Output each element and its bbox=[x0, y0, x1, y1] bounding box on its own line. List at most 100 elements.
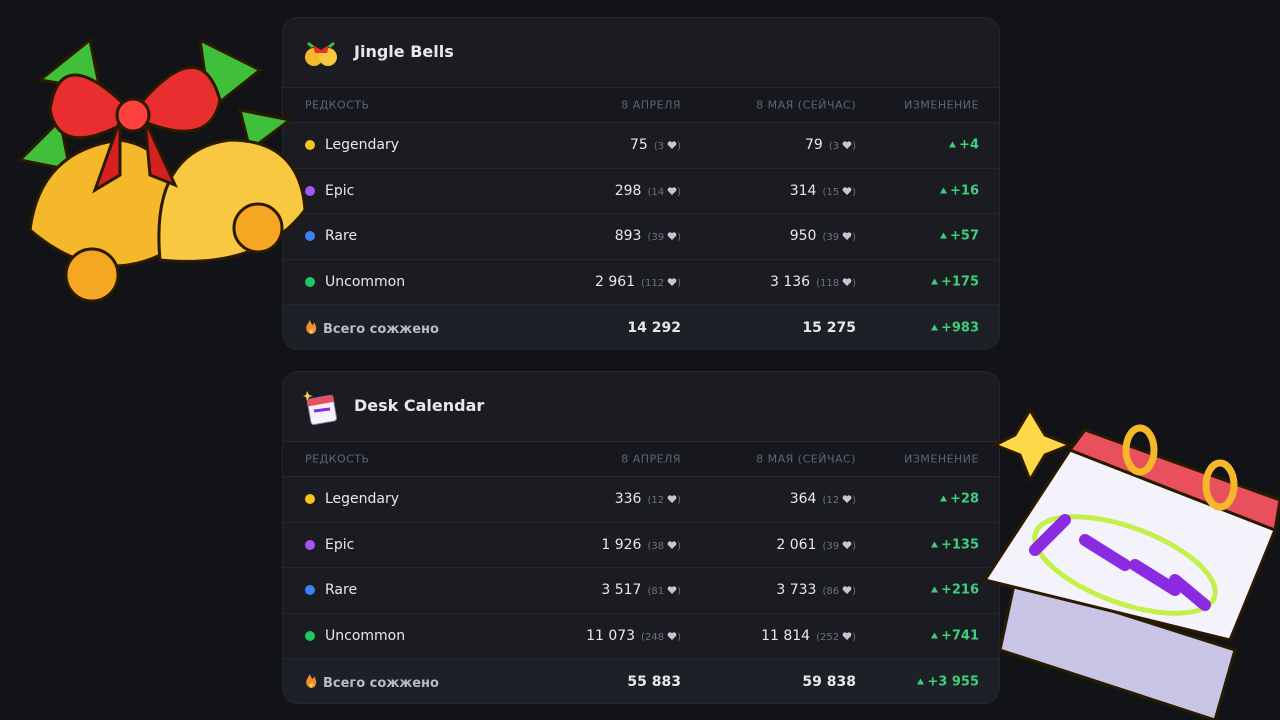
may-cell: 364 12 bbox=[790, 491, 856, 507]
change-cell: +216 bbox=[930, 582, 979, 598]
rarity-name: Rare bbox=[325, 228, 358, 245]
may-holders-count: 118 bbox=[820, 277, 840, 289]
may-holders-count: 12 bbox=[826, 495, 840, 507]
change-cell: +57 bbox=[940, 229, 979, 244]
column-header: РЕДКОСТЬ bbox=[305, 98, 370, 112]
april-holders: 39 bbox=[647, 232, 681, 243]
april-count: 298 bbox=[614, 182, 642, 199]
april-holders-count: 14 bbox=[651, 186, 665, 198]
change-value: +741 bbox=[940, 628, 979, 644]
change-cell: +16 bbox=[940, 183, 979, 198]
rarity-dot bbox=[305, 585, 315, 596]
april-count: 3 517 bbox=[601, 582, 642, 599]
table-row: Rare 3 517 81 3 733 86 +216 bbox=[283, 567, 999, 613]
rarity-cell: Rare bbox=[305, 582, 357, 598]
change-value: +57 bbox=[950, 228, 979, 244]
rarity-cell: Legendary bbox=[305, 137, 399, 153]
may-cell: 3 136 118 bbox=[770, 274, 856, 290]
up-arrow bbox=[917, 678, 925, 685]
rarity-name: Rare bbox=[325, 582, 358, 599]
change-value: +135 bbox=[940, 537, 979, 553]
heart-icon bbox=[667, 495, 677, 504]
april-holders-count: 39 bbox=[651, 232, 665, 244]
may-count: 11 814 bbox=[761, 627, 811, 644]
stats-card: Desk Calendar РЕДКОСТЬ 8 АПРЕЛЯ 8 МАЯ (СЕЙЧ… bbox=[282, 371, 1000, 704]
rarity-dot bbox=[305, 185, 315, 196]
heart-icon bbox=[667, 632, 677, 640]
up-arrow bbox=[940, 232, 948, 239]
change-value: +175 bbox=[940, 274, 979, 290]
april-count: 1 926 bbox=[601, 536, 642, 553]
column-header: ИЗМЕНЕНИЕ bbox=[904, 452, 979, 466]
rarity-name: Uncommon bbox=[325, 627, 406, 644]
change-value: +4 bbox=[959, 137, 979, 153]
heart-icon bbox=[667, 278, 677, 286]
table-header: РЕДКОСТЬ 8 АПРЕЛЯ 8 МАЯ (СЕЙЧАС) ИЗМЕНЕНИЕ bbox=[283, 87, 999, 122]
april-holders-count: 112 bbox=[645, 277, 665, 289]
up-arrow bbox=[930, 632, 938, 639]
may-count: 314 bbox=[789, 182, 817, 199]
total-april: 55 883 bbox=[627, 674, 681, 690]
may-count: 2 061 bbox=[776, 536, 817, 553]
heart-icon bbox=[667, 141, 677, 150]
table-row: Uncommon 11 073 248 11 814 252 +741 bbox=[283, 612, 999, 659]
april-cell: 893 39 bbox=[615, 228, 681, 244]
rarity-name: Legendary bbox=[325, 137, 400, 154]
change-value: +216 bbox=[940, 582, 979, 598]
april-holders: 38 bbox=[647, 541, 681, 552]
may-holders: 15 bbox=[822, 187, 856, 198]
may-cell: 314 15 bbox=[790, 183, 856, 199]
column-header: 8 МАЯ (СЕЙЧАС) bbox=[756, 452, 856, 466]
column-header: 8 АПРЕЛЯ bbox=[621, 452, 681, 466]
fire-icon bbox=[306, 674, 317, 688]
up-arrow bbox=[930, 278, 938, 285]
april-holders: 112 bbox=[641, 278, 681, 289]
may-count: 3 136 bbox=[770, 273, 811, 290]
april-holders-count: 248 bbox=[645, 631, 665, 643]
up-arrow bbox=[930, 324, 938, 331]
total-change-cell: +3 955 bbox=[917, 675, 979, 690]
may-holders: 118 bbox=[816, 278, 856, 289]
may-cell: 3 733 86 bbox=[776, 582, 856, 598]
rarity-dot bbox=[305, 276, 315, 287]
change-value: +16 bbox=[950, 183, 979, 199]
may-cell: 79 3 bbox=[805, 137, 856, 153]
heart-icon bbox=[842, 232, 852, 241]
table-row: Rare 893 39 950 39 +57 bbox=[283, 213, 999, 259]
heart-icon bbox=[842, 141, 852, 150]
table-row: Uncommon 2 961 112 3 136 118 +175 bbox=[283, 258, 999, 305]
april-count: 11 073 bbox=[586, 627, 636, 644]
change-value: +28 bbox=[950, 491, 979, 507]
april-cell: 3 517 81 bbox=[601, 582, 681, 598]
up-arrow bbox=[930, 541, 938, 548]
rarity-cell: Rare bbox=[305, 228, 357, 244]
april-holders-count: 3 bbox=[657, 141, 665, 153]
rarity-dot bbox=[305, 630, 315, 641]
april-count: 75 bbox=[629, 137, 648, 154]
total-row: Всего сожжено 14 292 15 275 +983 bbox=[283, 304, 999, 349]
april-holders: 3 bbox=[654, 141, 681, 152]
april-holders: 248 bbox=[641, 632, 681, 643]
may-cell: 11 814 252 bbox=[761, 628, 856, 644]
heart-icon bbox=[667, 232, 677, 241]
heart-icon bbox=[842, 278, 852, 286]
may-count: 79 bbox=[804, 137, 823, 154]
column-header: ИЗМЕНЕНИЕ bbox=[904, 98, 979, 112]
total-row: Всего сожжено 55 883 59 838 +3 955 bbox=[283, 658, 999, 703]
april-holders: 81 bbox=[647, 586, 681, 597]
april-cell: 2 961 112 bbox=[595, 274, 681, 290]
up-arrow bbox=[949, 141, 957, 148]
total-may: 15 275 bbox=[802, 320, 856, 336]
april-count: 893 bbox=[614, 228, 642, 245]
may-holders: 252 bbox=[816, 632, 856, 643]
april-count: 336 bbox=[614, 491, 642, 508]
stats-card: Jingle Bells РЕДКОСТЬ 8 АПРЕЛЯ 8 МАЯ (СЕЙЧА… bbox=[282, 17, 1000, 350]
heart-icon bbox=[842, 632, 852, 640]
april-cell: 11 073 248 bbox=[586, 628, 681, 644]
may-count: 950 bbox=[789, 228, 817, 245]
heart-icon bbox=[842, 187, 852, 195]
may-holders: 86 bbox=[822, 586, 856, 597]
change-cell: +28 bbox=[940, 492, 979, 507]
april-holders-count: 38 bbox=[651, 540, 665, 552]
